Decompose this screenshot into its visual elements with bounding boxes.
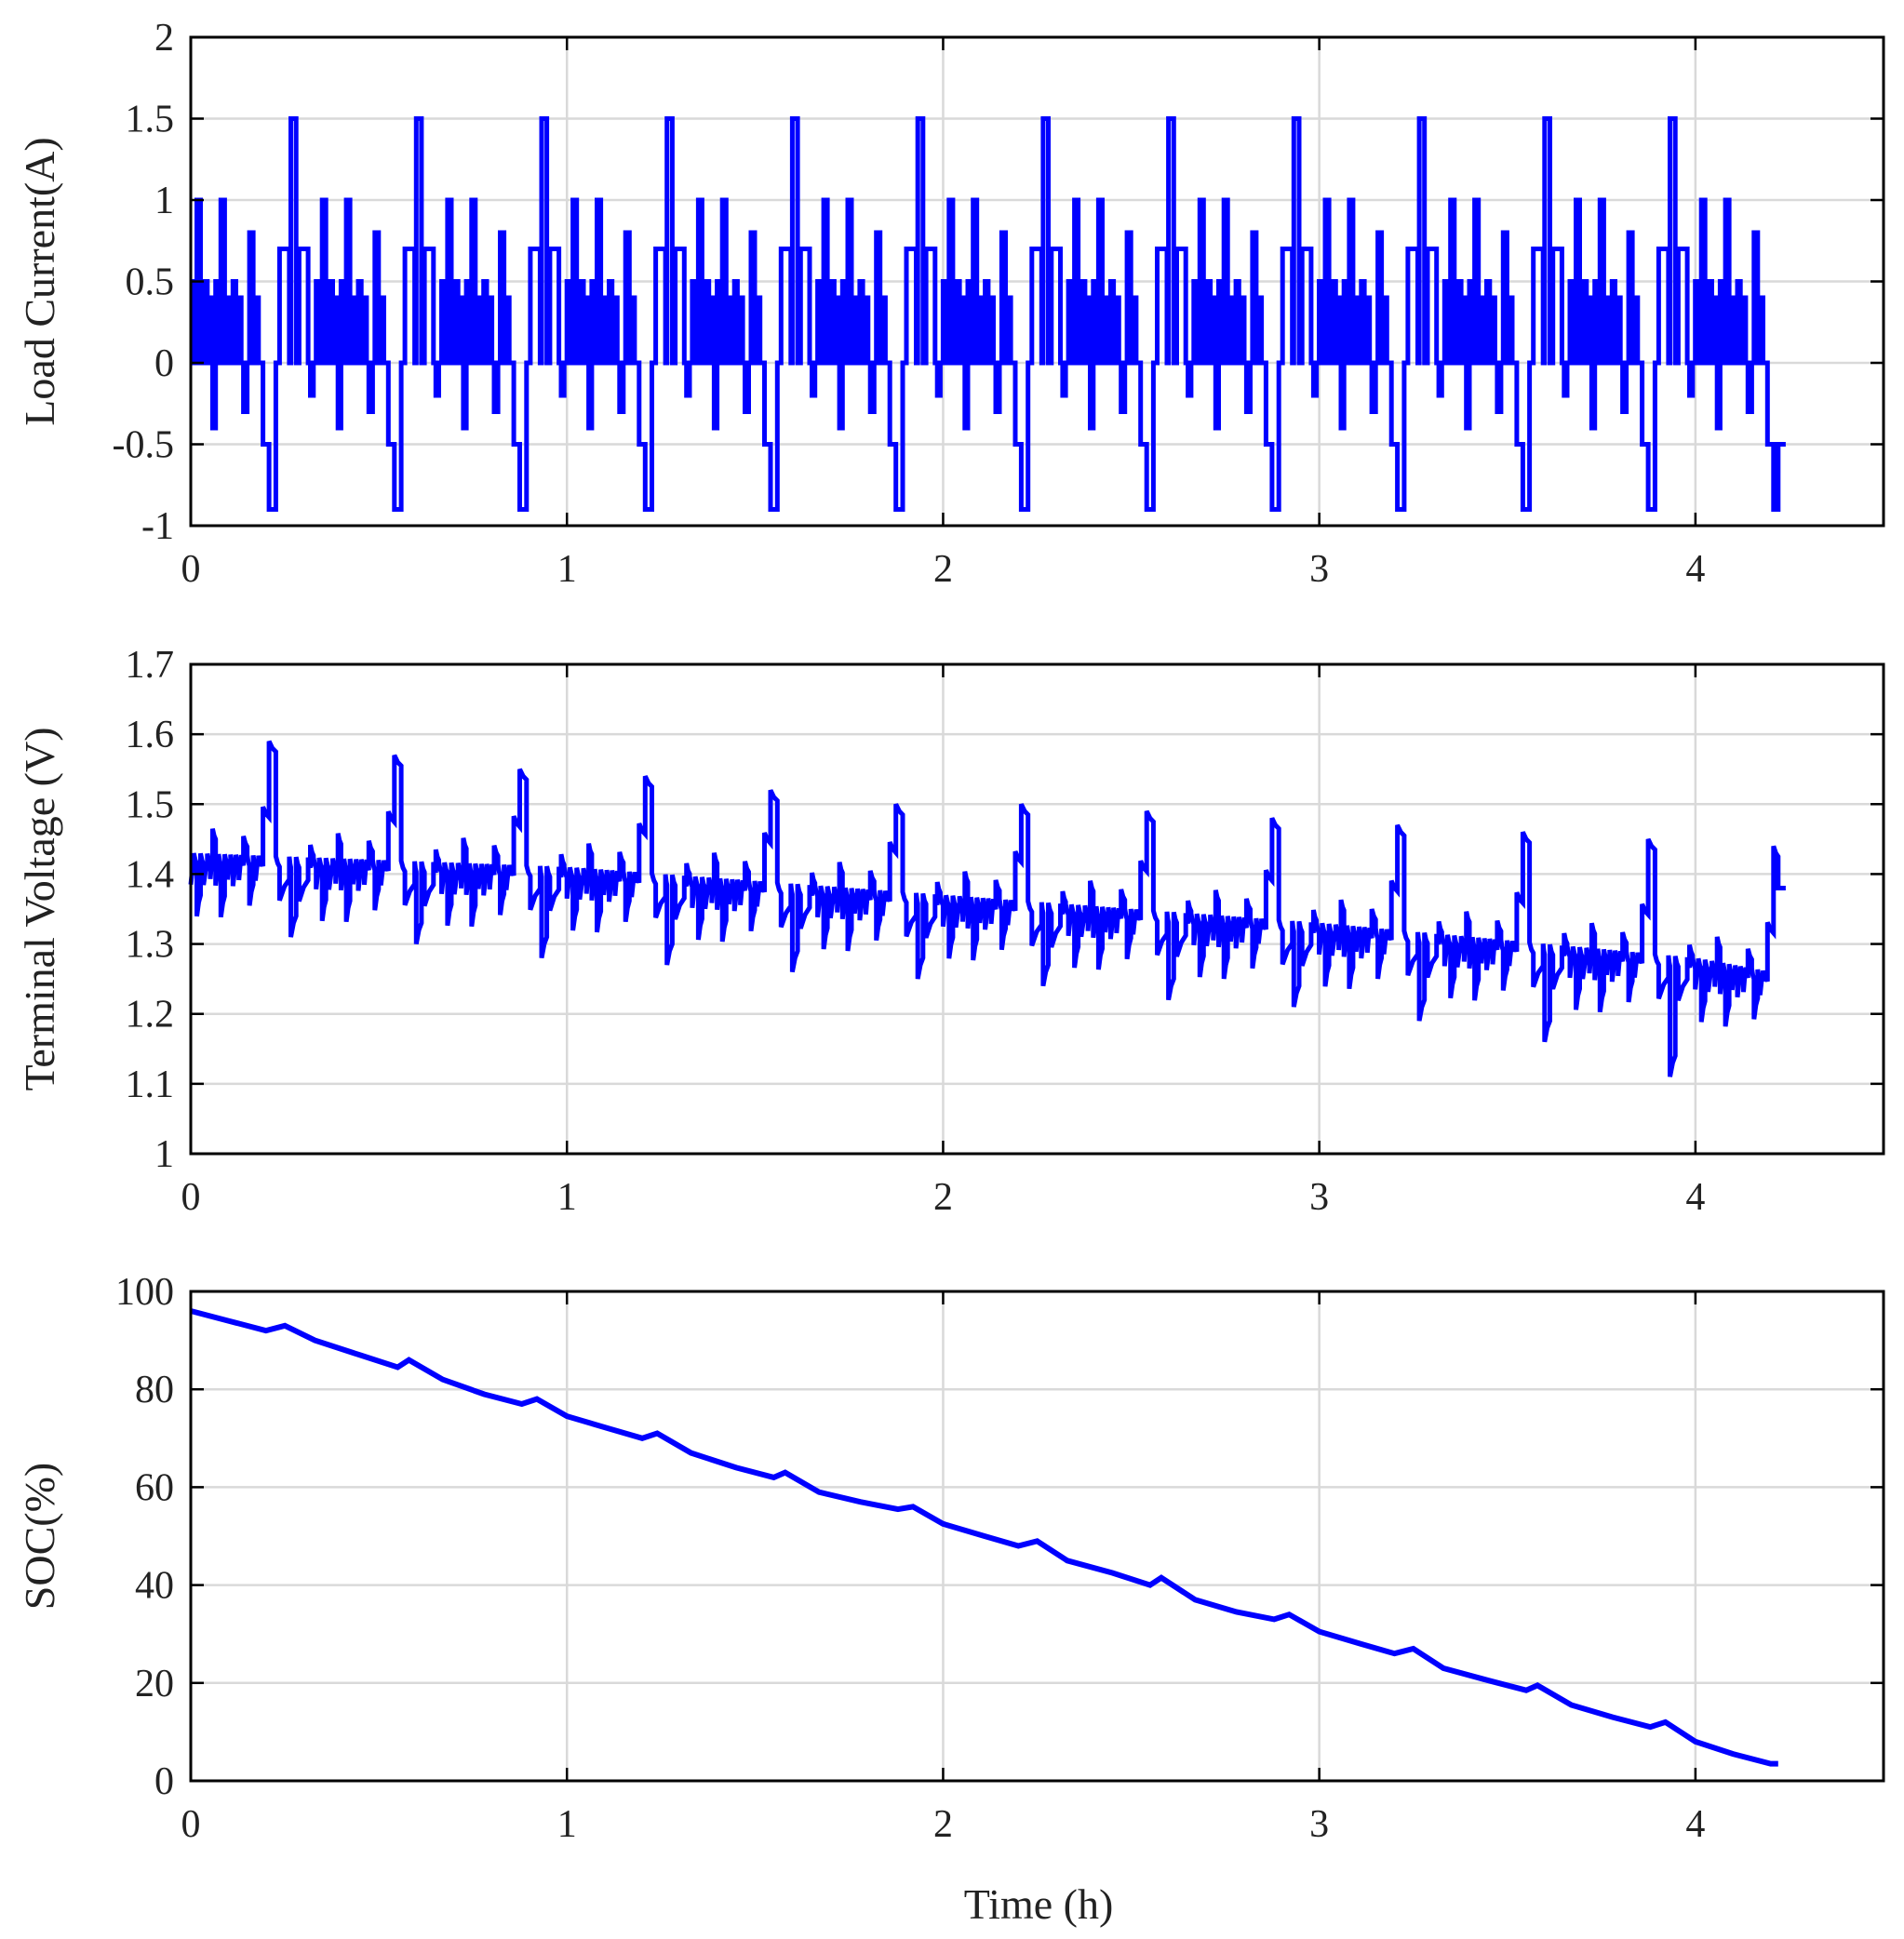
soc-axes-box [189,1290,1885,1783]
soc-y-axis-label: SOC(%) [16,1463,63,1610]
soc-series-line [190,1308,1778,1767]
soc-x-tick-label: 0 [181,1803,201,1846]
load-current-series-line [191,116,1786,512]
load-current-x-tick-label: 4 [1685,548,1705,591]
soc-y-tick-label: 60 [135,1466,174,1509]
terminal-voltage-series-line [188,740,1786,1077]
terminal-voltage-y-tick-label: 1.6 [126,714,175,756]
load-current-y-tick-label: -0.5 [113,424,175,467]
terminal-voltage-y-tick-label: 1.3 [126,924,175,967]
load-current-y-tick-label: 2 [154,17,174,60]
terminal-voltage-axes-box [189,662,1885,1156]
load-current-y-tick-label: -1 [141,505,174,548]
terminal-voltage-x-tick-label: 0 [181,1176,201,1219]
terminal-voltage-y-axis-label: Terminal Voltage (V) [16,727,63,1090]
load-current-x-tick-label: 1 [557,548,577,591]
load-current-x-tick-label: 3 [1309,548,1329,591]
load-current-y-tick-label: 1.5 [126,99,175,141]
terminal-voltage-y-tick-label: 1 [154,1133,174,1176]
soc-y-tick-label: 20 [135,1663,174,1705]
terminal-voltage-x-tick-label: 2 [933,1176,953,1219]
soc-y-tick-label: 40 [135,1565,174,1608]
terminal-voltage-x-tick-label: 3 [1309,1176,1329,1219]
load-current-y-axis-label: Load Current(A) [16,137,63,425]
terminal-voltage-x-tick-label: 4 [1685,1176,1705,1219]
soc-y-tick-label: 100 [115,1271,174,1314]
soc-x-tick-label: 2 [933,1803,953,1846]
soc-y-tick-label: 0 [154,1760,174,1803]
load-current-x-tick-label: 0 [181,548,201,591]
terminal-voltage-y-tick-label: 1.4 [126,853,175,896]
load-current-panel: 0 1 2 3 4 -1 -0.5 0 0.5 1 1.5 2 Load Current(A) [16,17,1885,591]
terminal-voltage-y-tick-label: 1.1 [126,1063,175,1106]
terminal-voltage-y-tick-label: 1.7 [126,644,175,687]
soc-y-tick-label: 80 [135,1369,174,1411]
x-axis-label: Time (h) [964,1880,1114,1928]
soc-x-tick-label: 1 [557,1803,577,1846]
terminal-voltage-y-tick-label: 1.2 [126,994,175,1036]
load-current-y-tick-label: 0 [154,342,174,385]
load-current-x-tick-label: 2 [933,548,953,591]
terminal-voltage-y-tick-label: 1.5 [126,783,175,826]
soc-x-tick-label: 3 [1309,1803,1329,1846]
soc-x-tick-label: 4 [1685,1803,1705,1846]
load-current-y-tick-label: 1 [154,180,174,222]
load-current-y-tick-label: 0.5 [126,261,175,304]
terminal-voltage-x-tick-label: 1 [557,1176,577,1219]
